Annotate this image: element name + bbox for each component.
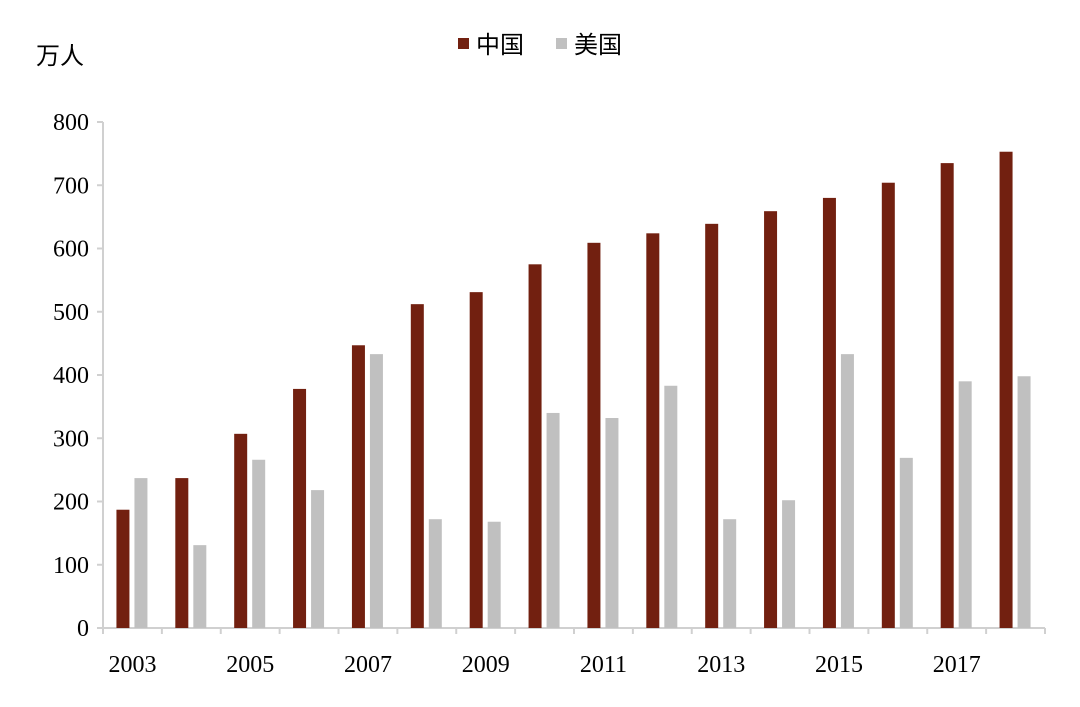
x-tick-label: 2007 — [344, 652, 392, 678]
bar-usa-2007 — [369, 354, 383, 628]
bar-china-2007 — [351, 345, 365, 628]
legend-label: 美国 — [574, 31, 622, 59]
bar-china-2003 — [116, 509, 130, 628]
x-tick-label: 2003 — [108, 652, 156, 678]
legend-swatch — [556, 38, 567, 49]
y-tick-label: 200 — [53, 490, 89, 516]
x-tick-label: 2011 — [580, 652, 627, 678]
bar-usa-2011 — [605, 418, 619, 628]
bar-usa-2006 — [311, 490, 325, 628]
bar-usa-2018 — [1017, 376, 1031, 628]
y-tick-label: 800 — [53, 110, 89, 136]
y-axis-label: 万人 — [36, 42, 84, 70]
bar-china-2016 — [881, 182, 895, 628]
y-tick-label: 100 — [53, 553, 89, 579]
bar-china-2013 — [705, 223, 719, 628]
bar-china-2006 — [293, 388, 307, 628]
y-tick-label: 500 — [53, 300, 89, 326]
legend: 中国 美国 — [458, 31, 622, 59]
bars — [116, 151, 1031, 629]
bar-usa-2008 — [428, 519, 442, 628]
bar-china-2015 — [822, 197, 836, 628]
x-tick-label: 2015 — [815, 652, 863, 678]
y-tick-label: 300 — [53, 426, 89, 452]
x-tick-label: 2017 — [933, 652, 981, 678]
bar-usa-2010 — [546, 412, 560, 628]
bar-usa-2015 — [840, 354, 854, 628]
y-tick-label: 600 — [53, 237, 89, 263]
x-tick-label: 2013 — [697, 652, 745, 678]
bar-usa-2014 — [782, 500, 796, 628]
bar-china-2012 — [646, 233, 660, 628]
bar-usa-2017 — [958, 381, 972, 628]
y-tick-label: 700 — [53, 173, 89, 199]
bar-china-2017 — [940, 163, 954, 629]
y-tick-label: 400 — [53, 363, 89, 389]
bar-china-2008 — [410, 304, 424, 628]
bar-usa-2009 — [487, 521, 501, 628]
bar-usa-2016 — [899, 457, 913, 628]
bar-usa-2012 — [664, 385, 678, 628]
x-tick-label: 2009 — [462, 652, 510, 678]
bar-usa-2013 — [723, 519, 737, 628]
legend-swatch — [458, 38, 469, 49]
bar-china-2004 — [175, 478, 189, 628]
bar-china-2018 — [999, 151, 1013, 629]
legend-label: 中国 — [476, 31, 524, 59]
bar-china-2009 — [469, 292, 483, 628]
bar-china-2005 — [234, 433, 248, 628]
bar-china-2010 — [528, 264, 542, 628]
y-tick-label: 0 — [77, 616, 89, 642]
x-tick-label: 2005 — [226, 652, 274, 678]
bar-china-2014 — [764, 211, 778, 628]
bar-usa-2004 — [193, 545, 207, 628]
bar-china-2011 — [587, 242, 601, 628]
bar-usa-2003 — [134, 478, 148, 628]
bar-usa-2005 — [252, 459, 266, 628]
